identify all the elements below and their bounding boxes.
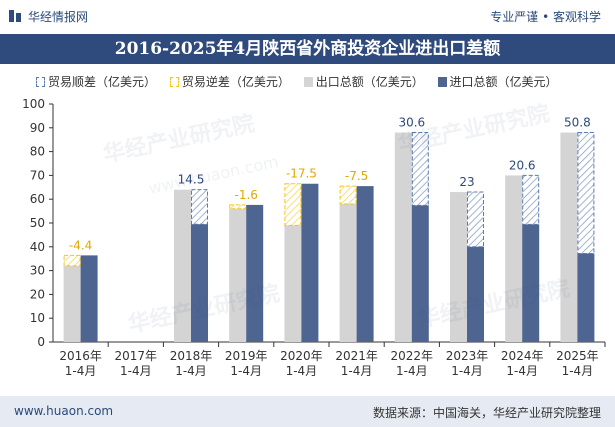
y-tick-label: 30 (30, 264, 45, 278)
exports-swatch-icon (303, 77, 313, 87)
balance-label: 14.5 (178, 173, 205, 187)
deficit-swatch-icon (169, 77, 179, 87)
import-bar (301, 183, 319, 342)
slogan: 专业严谨 • 客观科学 (490, 10, 601, 24)
export-bar (229, 208, 247, 342)
y-tick-label: 70 (30, 168, 45, 182)
export-bar (394, 132, 412, 342)
y-tick-label: 10 (30, 311, 45, 325)
x-tick-label: 2018年 (170, 349, 213, 363)
chart-marks: -4.4 14.5 -1.6 -17.5 -7.5 30.6 23 20.6 50.8 (63, 116, 595, 342)
balance-label: 30.6 (398, 116, 425, 130)
import-bar (191, 224, 208, 342)
watermark-text-4: 华经产业研究院 (416, 275, 572, 332)
x-tick-label: 2025年 (556, 349, 599, 363)
export-bar (560, 132, 578, 342)
chart-legend: 贸易顺差（亿美元） 贸易逆差（亿美元） 出口总额（亿美元） 进口总额（亿美元） (36, 73, 568, 91)
export-bar (339, 203, 357, 342)
balance-label: -17.5 (286, 167, 317, 181)
balance-label: -7.5 (345, 169, 368, 183)
y-tick-label: 80 (30, 145, 45, 159)
top-bar: 华经情报网 专业严谨 • 客观科学 (0, 0, 615, 34)
footer-bar: www.huaon.com 数据来源：中国海关，华经产业研究院整理 (0, 396, 615, 427)
footer-site: www.huaon.com (14, 404, 114, 418)
x-tick-label: 2023年 (446, 349, 489, 363)
brand-logo-icon (9, 10, 21, 22)
balance-label: 50.8 (564, 116, 591, 130)
export-bar (450, 192, 467, 342)
export-bar (63, 265, 81, 342)
surplus-swatch-icon (36, 77, 45, 87)
x-tick-label: 1-4月 (175, 364, 207, 378)
y-tick-label: 60 (30, 192, 45, 206)
watermark-url: www.huaon.com (147, 152, 280, 198)
deficit-segment (339, 185, 357, 205)
export-bar (505, 175, 523, 342)
y-tick-label: 40 (30, 240, 45, 254)
x-tick-label: 2024年 (501, 349, 544, 363)
balance-label: 23 (459, 175, 474, 189)
legend-label-imports: 进口总额（亿美元） (449, 75, 558, 89)
x-tick-label: 1-4月 (562, 364, 594, 378)
surplus-segment (191, 189, 208, 225)
deficit-segment (229, 204, 247, 210)
chart-title: 2016-2025年4月陕西省外商投资企业进出口差额 (0, 34, 615, 64)
legend-label-deficit: 贸易逆差（亿美元） (181, 75, 290, 89)
legend-item-surplus: 贸易顺差（亿美元） (36, 73, 156, 90)
y-tick-label: 20 (30, 287, 45, 301)
watermark-text-2: 华经产业研究院 (396, 100, 552, 157)
import-bar (467, 246, 484, 342)
y-tick-label: 0 (37, 335, 45, 349)
x-tick-label: 1-4月 (396, 364, 428, 378)
export-bar (284, 225, 302, 342)
y-tick-label: 100 (22, 97, 45, 111)
surplus-segment (577, 132, 595, 254)
x-tick-label: 2020年 (280, 349, 323, 363)
x-tick-label: 1-4月 (506, 364, 538, 378)
legend-item-deficit: 贸易逆差（亿美元） (169, 73, 290, 90)
balance-label: 20.6 (509, 158, 536, 172)
x-tick-label: 1-4月 (341, 364, 373, 378)
x-tick-label: 2022年 (391, 349, 434, 363)
import-bar (80, 255, 98, 342)
bar-chart: 01020304050607080901002016年1-4月2017年1-4月… (22, 97, 606, 378)
imports-swatch-icon (437, 77, 447, 87)
watermark-text: 华经产业研究院 (101, 110, 257, 167)
import-bar (246, 204, 264, 342)
legend-item-imports: 进口总额（亿美元） (437, 73, 558, 90)
x-tick-label: 2019年 (225, 349, 268, 363)
import-bar (356, 186, 374, 342)
legend-label-surplus: 贸易顺差（亿美元） (48, 75, 157, 89)
legend-item-exports: 出口总额（亿美元） (303, 73, 424, 90)
import-bar (411, 205, 429, 342)
import-bar (522, 224, 540, 342)
x-tick-label: 1-4月 (451, 364, 483, 378)
x-tick-label: 1-4月 (65, 364, 97, 378)
x-tick-label: 2017年 (115, 349, 158, 363)
chart-axes: 01020304050607080901002016年1-4月2017年1-4月… (22, 97, 606, 378)
brand-name: 华经情报网 (28, 10, 89, 24)
surplus-segment (522, 174, 540, 225)
y-tick-label: 90 (30, 121, 45, 135)
balance-label: -1.6 (234, 188, 257, 202)
deficit-segment (284, 183, 302, 226)
x-tick-label: 1-4月 (120, 364, 152, 378)
import-bar (577, 253, 595, 342)
balance-label: -4.4 (69, 238, 92, 252)
x-tick-label: 1-4月 (230, 364, 262, 378)
y-tick-label: 50 (30, 216, 45, 230)
x-tick-label: 2021年 (335, 349, 378, 363)
footer-source: 数据来源：中国海关，华经产业研究院整理 (372, 406, 601, 420)
x-tick-label: 1-4月 (286, 364, 318, 378)
export-bar (174, 189, 191, 342)
legend-label-exports: 出口总额（亿美元） (315, 75, 424, 89)
surplus-segment (467, 191, 484, 248)
deficit-segment (63, 254, 81, 267)
surplus-segment (411, 132, 429, 206)
x-tick-label: 2016年 (59, 349, 102, 363)
